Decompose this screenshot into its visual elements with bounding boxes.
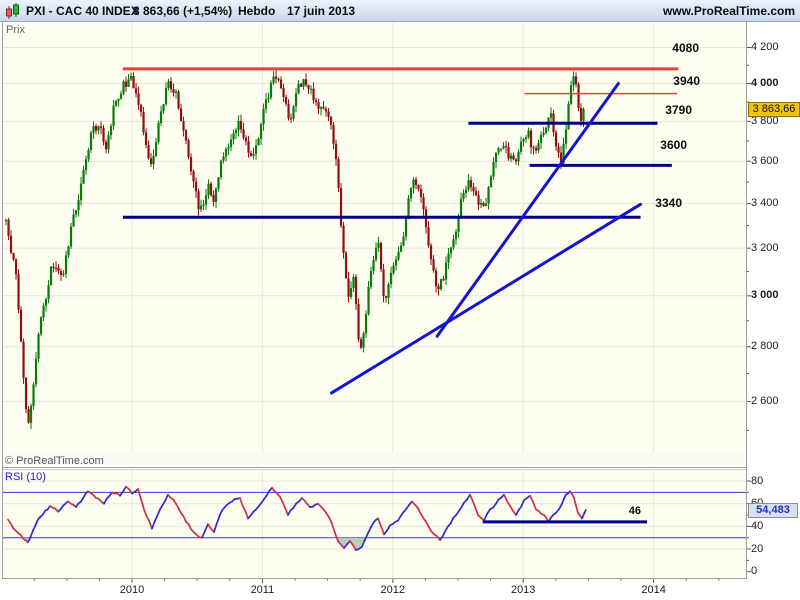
year-tick-label: 2012	[380, 584, 406, 596]
price-level-label: 3340	[655, 196, 682, 210]
plot-bottom-border	[2, 578, 747, 579]
copyright-label: © ProRealTime.com	[5, 455, 104, 467]
panel-separator[interactable]	[2, 467, 747, 468]
year-tick-label: 2010	[119, 584, 145, 596]
candlestick-logo-icon	[6, 3, 19, 19]
rsi-tick-label: 80	[751, 474, 764, 487]
rsi-tick-label: 0	[751, 565, 758, 578]
price-tick-label: 3 000	[751, 289, 779, 302]
year-tick-label: 2013	[510, 584, 536, 596]
price-tick-label: 3 600	[751, 154, 779, 167]
candlestick-series	[4, 70, 585, 429]
rsi-threshold-lines	[3, 491, 746, 539]
price-tick-label: 3 400	[751, 196, 779, 209]
gridlines	[3, 22, 746, 578]
date-label: 17 juin 2013	[287, 4, 356, 18]
rsi-support-label: 46	[628, 505, 641, 517]
price-level-label: 3600	[660, 138, 687, 152]
price-tick-label: 2 600	[751, 394, 779, 407]
plot-left-border	[2, 22, 3, 578]
rsi-tick-label: 20	[751, 542, 764, 555]
rsi-tick-label: 40	[751, 519, 764, 532]
price-tick-label: 4 200	[751, 40, 779, 53]
time-axis-band	[0, 579, 800, 600]
last-price-badge: 3 863,66	[748, 102, 800, 117]
instrument-name: PXI - CAC 40 INDEX	[26, 4, 139, 18]
price-tick-label: 4 000	[751, 76, 779, 89]
copyright-strip	[3, 453, 746, 467]
trendlines	[330, 81, 643, 395]
price-tick-label: 3 200	[751, 241, 779, 254]
price-axis-border	[746, 22, 747, 578]
price-tick-label: 3 800	[751, 114, 779, 127]
rsi-line	[7, 485, 587, 552]
last-quote: 3 863,66 (+1,54%)	[133, 4, 233, 18]
price-level-label: 3790	[665, 103, 692, 117]
price-level-label: 3940	[673, 74, 700, 88]
website-label: www.ProRealTime.com	[662, 4, 795, 18]
panel-separator-highlight	[2, 469, 747, 470]
chart-header: PXI - CAC 40 INDEX 3 863,66 (+1,54%) Heb…	[0, 0, 800, 22]
support-resistance-lines	[122, 67, 679, 219]
rsi-value-badge: 54,483	[748, 503, 798, 518]
price-tick-label: 2 800	[751, 340, 779, 353]
price-level-label: 4080	[672, 41, 699, 55]
year-tick-label: 2011	[250, 584, 275, 596]
price-axis-title: Prix	[6, 24, 25, 36]
year-tick-label: 2014	[641, 584, 666, 596]
rsi-indicator-label[interactable]: RSI (10)	[5, 471, 46, 483]
timeframe-label: Hebdo	[238, 4, 276, 18]
